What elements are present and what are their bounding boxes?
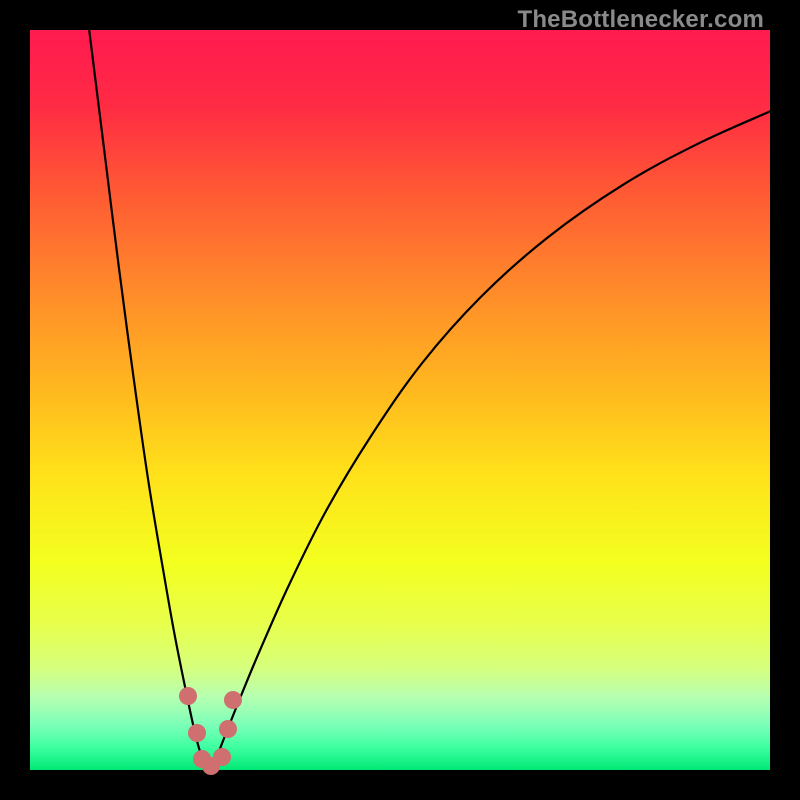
marker-layer <box>30 30 770 770</box>
stage: TheBottlenecker.com <box>0 0 800 800</box>
plot-area <box>30 30 770 770</box>
curve-marker <box>188 724 206 742</box>
curve-marker <box>179 687 197 705</box>
curve-marker <box>219 720 237 738</box>
curve-marker <box>213 748 231 766</box>
watermark-text: TheBottlenecker.com <box>517 6 764 34</box>
curve-marker <box>224 691 242 709</box>
